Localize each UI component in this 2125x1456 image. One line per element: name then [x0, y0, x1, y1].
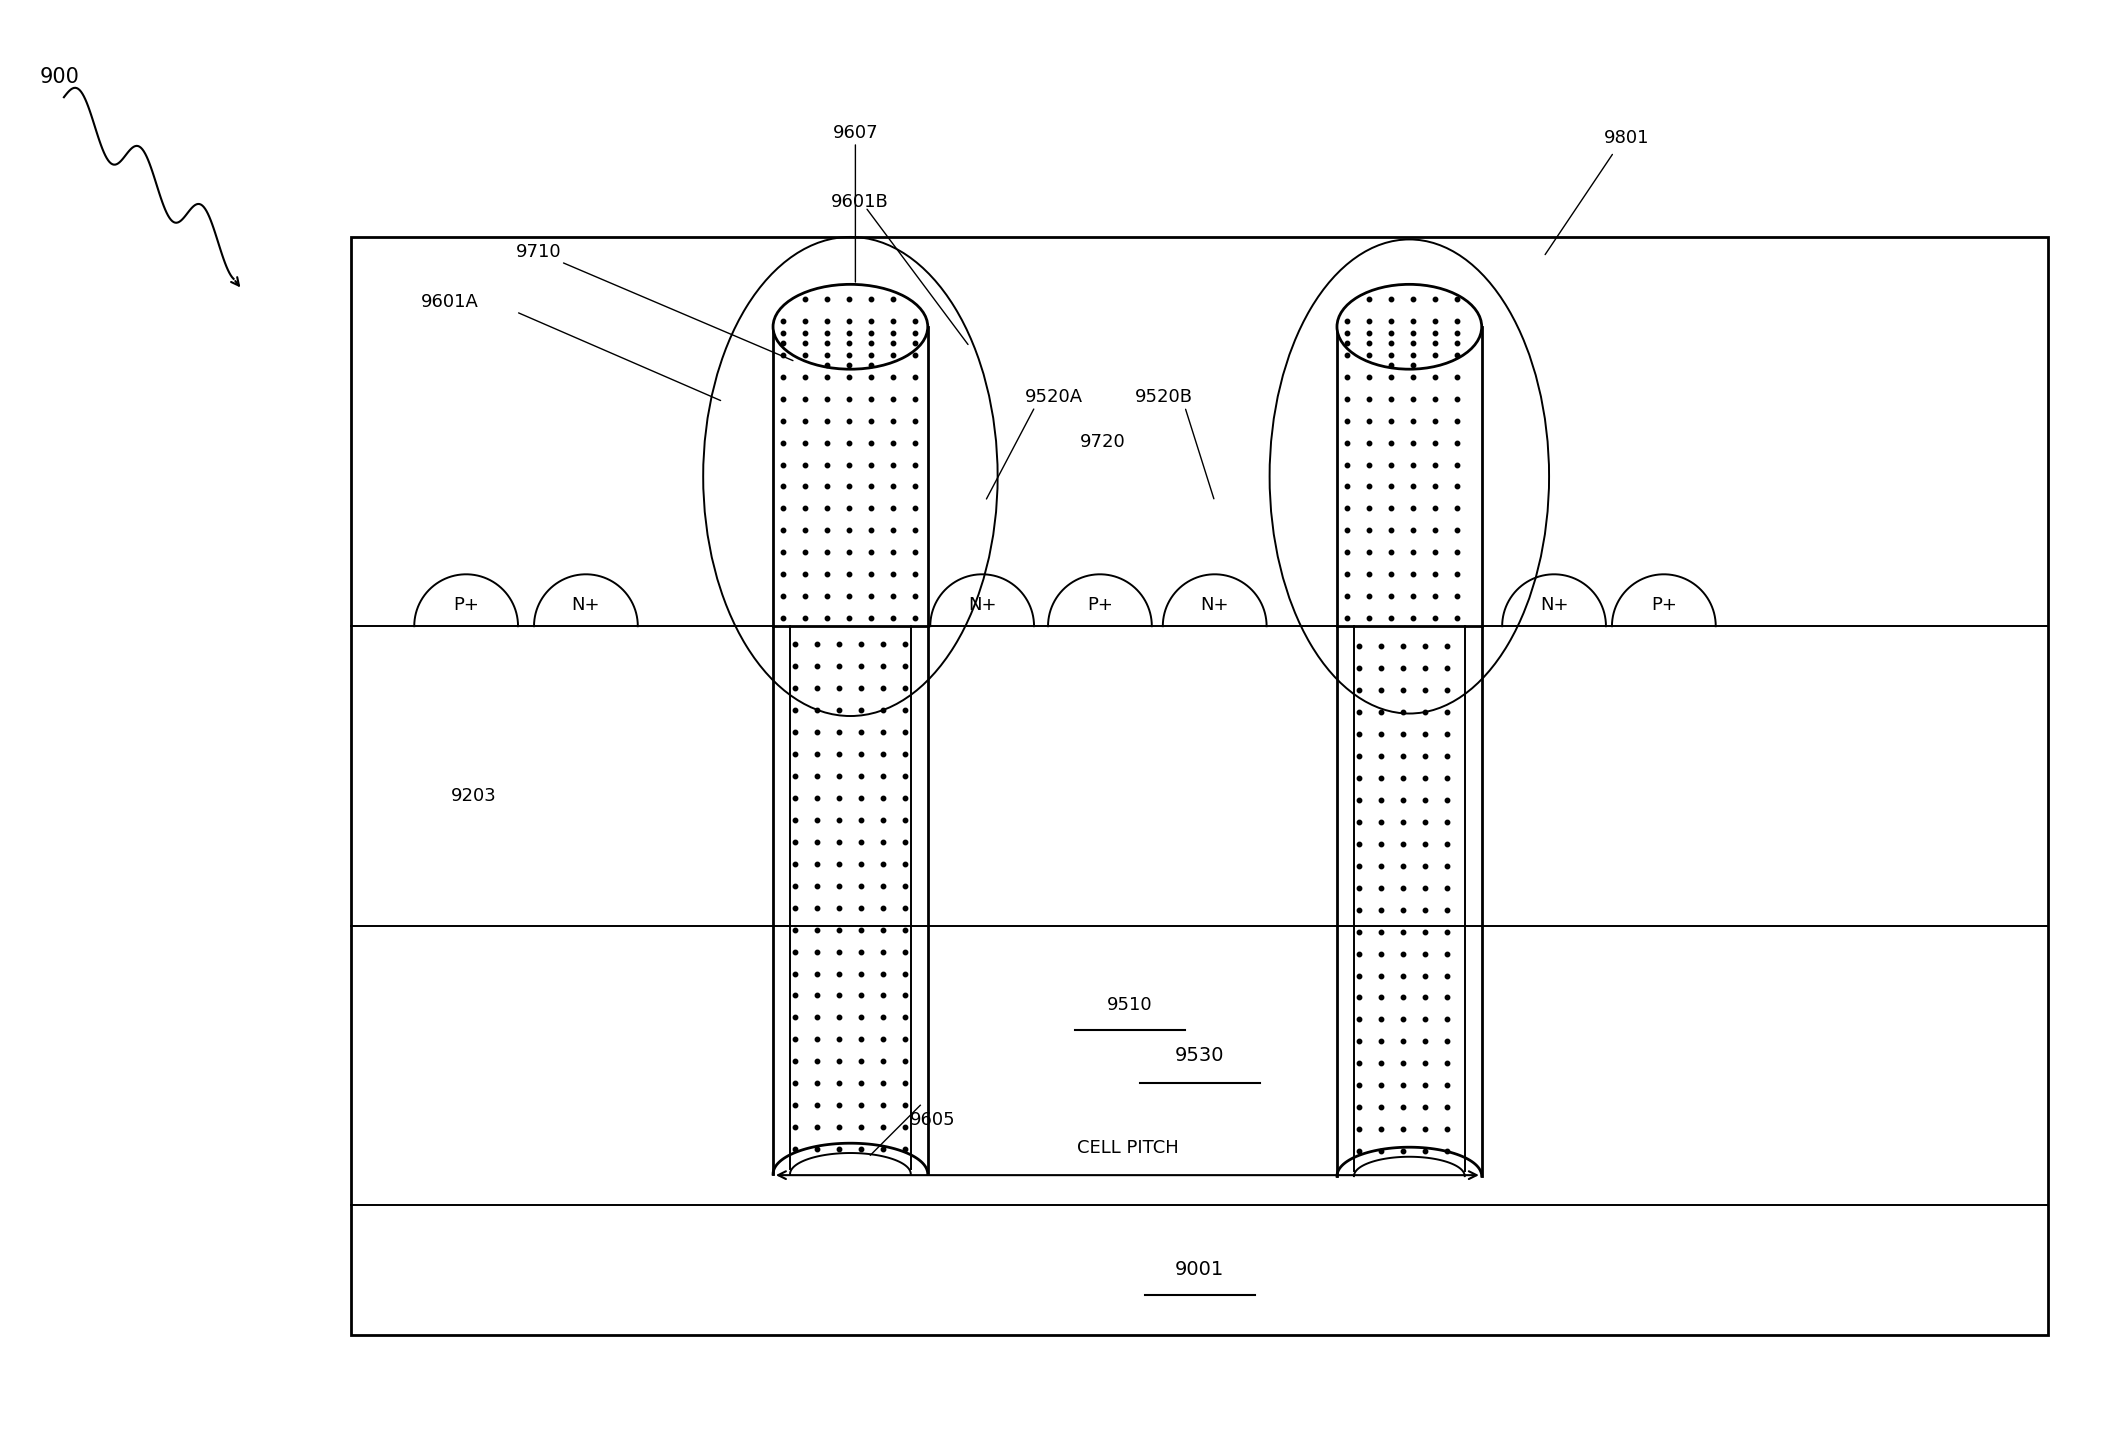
Text: N+: N+ — [572, 596, 599, 614]
Bar — [774, 326, 929, 626]
Text: N+: N+ — [1201, 596, 1228, 614]
Text: 9510: 9510 — [1107, 996, 1152, 1015]
Text: CELL PITCH: CELL PITCH — [1077, 1139, 1177, 1158]
Text: 9601A: 9601A — [421, 293, 478, 310]
Text: 9605: 9605 — [910, 1111, 956, 1130]
Text: P+: P+ — [1088, 596, 1114, 614]
Text: 9720: 9720 — [1080, 432, 1126, 450]
Text: P+: P+ — [1651, 596, 1677, 614]
Text: N+: N+ — [967, 596, 997, 614]
Text: 9710: 9710 — [516, 243, 561, 261]
Text: P+: P+ — [453, 596, 478, 614]
Text: 900: 900 — [40, 67, 81, 87]
Text: 9601B: 9601B — [831, 194, 888, 211]
Text: 9607: 9607 — [833, 124, 878, 143]
Text: 9520B: 9520B — [1135, 387, 1192, 406]
Text: 9530: 9530 — [1175, 1045, 1224, 1064]
Text: 9001: 9001 — [1175, 1261, 1224, 1280]
Bar — [1337, 326, 1481, 626]
Text: N+: N+ — [1541, 596, 1568, 614]
Ellipse shape — [1337, 284, 1481, 370]
Ellipse shape — [774, 284, 929, 370]
Bar — [351, 237, 2048, 1335]
Text: 9520A: 9520A — [1024, 387, 1084, 406]
Text: 9801: 9801 — [1604, 130, 1649, 147]
Text: 9203: 9203 — [450, 786, 497, 805]
